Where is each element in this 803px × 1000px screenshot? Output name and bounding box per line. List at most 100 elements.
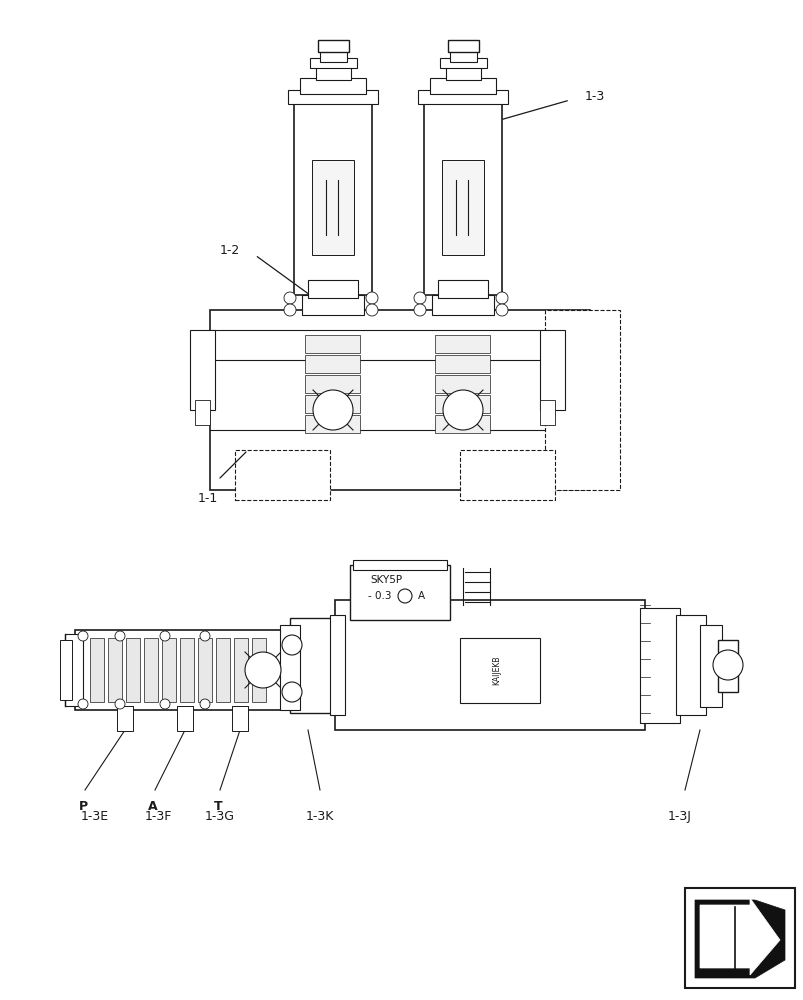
Bar bbox=[304, 335, 360, 353]
Bar bbox=[251, 638, 266, 702]
Bar bbox=[544, 310, 619, 490]
Text: T: T bbox=[214, 800, 222, 813]
Ellipse shape bbox=[78, 631, 88, 641]
Ellipse shape bbox=[365, 292, 377, 304]
Bar bbox=[329, 615, 344, 715]
Ellipse shape bbox=[160, 631, 169, 641]
Text: A: A bbox=[418, 591, 425, 601]
Text: 1-3: 1-3 bbox=[585, 91, 605, 104]
Ellipse shape bbox=[282, 682, 302, 702]
Bar bbox=[294, 100, 372, 295]
Ellipse shape bbox=[495, 304, 507, 316]
Bar bbox=[434, 395, 489, 413]
Text: 1-3J: 1-3J bbox=[667, 810, 691, 823]
Bar bbox=[279, 625, 300, 710]
Polygon shape bbox=[699, 898, 779, 975]
Ellipse shape bbox=[115, 631, 124, 641]
Bar bbox=[353, 560, 446, 570]
Ellipse shape bbox=[160, 699, 169, 709]
Ellipse shape bbox=[200, 699, 210, 709]
Bar bbox=[304, 355, 360, 373]
Bar bbox=[75, 630, 295, 710]
Bar bbox=[684, 888, 794, 988]
Text: 1-3K: 1-3K bbox=[305, 810, 334, 823]
Text: 1-2: 1-2 bbox=[219, 243, 240, 256]
Bar bbox=[447, 40, 479, 52]
Bar bbox=[216, 638, 230, 702]
Bar bbox=[65, 634, 83, 706]
Bar bbox=[195, 400, 210, 425]
Ellipse shape bbox=[495, 292, 507, 304]
Bar bbox=[161, 638, 176, 702]
Bar bbox=[430, 78, 495, 94]
Bar bbox=[310, 58, 357, 68]
Ellipse shape bbox=[245, 652, 281, 688]
Bar bbox=[308, 280, 357, 298]
Ellipse shape bbox=[414, 304, 426, 316]
Bar bbox=[234, 450, 329, 500]
Bar bbox=[232, 706, 247, 731]
Text: P: P bbox=[79, 800, 88, 813]
Bar bbox=[144, 638, 158, 702]
Text: A: A bbox=[148, 800, 157, 813]
Ellipse shape bbox=[442, 390, 483, 430]
Bar bbox=[434, 375, 489, 393]
Bar bbox=[442, 160, 483, 255]
Bar bbox=[418, 90, 507, 104]
Bar bbox=[434, 335, 489, 353]
Bar bbox=[335, 600, 644, 730]
Bar bbox=[60, 640, 72, 700]
Bar bbox=[234, 638, 247, 702]
Bar bbox=[190, 330, 214, 410]
Bar bbox=[304, 395, 360, 413]
Bar bbox=[177, 706, 193, 731]
Ellipse shape bbox=[282, 635, 302, 655]
Bar bbox=[450, 50, 476, 62]
Text: 1-1: 1-1 bbox=[198, 492, 218, 505]
Bar bbox=[434, 415, 489, 433]
Bar bbox=[320, 50, 347, 62]
Bar bbox=[349, 565, 450, 620]
Bar bbox=[540, 400, 554, 425]
Bar bbox=[438, 280, 487, 298]
Bar bbox=[459, 638, 540, 703]
Text: 1-3F: 1-3F bbox=[144, 810, 172, 823]
Ellipse shape bbox=[414, 292, 426, 304]
Bar bbox=[316, 64, 351, 80]
Bar bbox=[210, 310, 589, 490]
Bar bbox=[318, 40, 349, 52]
Text: KAIJEKB: KAIJEKB bbox=[492, 655, 501, 685]
Bar bbox=[431, 295, 493, 315]
Text: SKY5P: SKY5P bbox=[369, 575, 402, 585]
Bar bbox=[304, 375, 360, 393]
Bar bbox=[90, 638, 104, 702]
Bar bbox=[180, 638, 194, 702]
Bar bbox=[699, 625, 721, 707]
Bar bbox=[434, 355, 489, 373]
Bar bbox=[540, 330, 565, 410]
Ellipse shape bbox=[397, 589, 411, 603]
Bar bbox=[639, 608, 679, 723]
Bar bbox=[439, 58, 487, 68]
Ellipse shape bbox=[712, 650, 742, 680]
Ellipse shape bbox=[283, 292, 296, 304]
Bar bbox=[423, 100, 501, 295]
Bar bbox=[117, 706, 132, 731]
Bar bbox=[287, 90, 377, 104]
Bar bbox=[290, 618, 340, 713]
Bar bbox=[300, 78, 365, 94]
Ellipse shape bbox=[365, 304, 377, 316]
Text: 1-3G: 1-3G bbox=[205, 810, 234, 823]
Text: - 0.3: - 0.3 bbox=[368, 591, 391, 601]
Ellipse shape bbox=[283, 304, 296, 316]
Ellipse shape bbox=[115, 699, 124, 709]
Bar bbox=[302, 295, 364, 315]
Bar bbox=[108, 638, 122, 702]
Bar bbox=[126, 638, 140, 702]
Ellipse shape bbox=[200, 631, 210, 641]
Bar bbox=[675, 615, 705, 715]
Bar bbox=[446, 64, 480, 80]
Ellipse shape bbox=[78, 699, 88, 709]
Bar bbox=[717, 640, 737, 692]
Text: 1-3E: 1-3E bbox=[81, 810, 109, 823]
